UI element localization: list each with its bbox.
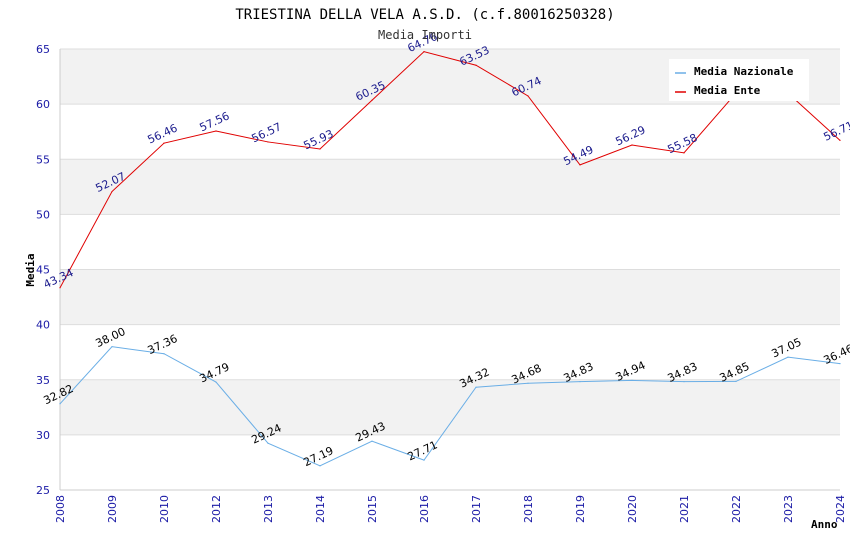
- data-point: [735, 380, 737, 383]
- data-point: [111, 190, 113, 193]
- data-label: 56.71: [821, 119, 850, 144]
- data-point: [475, 386, 477, 388]
- band-55: [60, 159, 840, 215]
- data-point: [163, 142, 165, 144]
- data-point: [787, 356, 789, 358]
- series-line-1: [59, 51, 841, 289]
- y-tick-label: 60: [36, 98, 50, 111]
- x-tick-label: 2021: [678, 495, 691, 523]
- data-point: [423, 459, 425, 461]
- data-point: [267, 141, 269, 143]
- legend: Media Nazionale Media Ente: [669, 59, 809, 101]
- band-45: [60, 269, 840, 325]
- data-point: [527, 382, 529, 384]
- data-label: 56.29: [613, 123, 647, 148]
- y-tick-label: 45: [36, 264, 50, 277]
- data-point: [215, 381, 217, 383]
- data-label: 38.00: [93, 325, 127, 350]
- data-point: [371, 99, 373, 101]
- x-axis-label: Anno: [811, 518, 838, 531]
- x-tick-label: 2015: [366, 495, 379, 523]
- y-tick-label: 50: [36, 208, 50, 221]
- data-point: [839, 363, 841, 365]
- series-line-0: [59, 346, 841, 467]
- chart-subtitle: Media Importi: [378, 28, 472, 42]
- data-point: [319, 465, 321, 467]
- axes: [59, 49, 840, 491]
- x-tick-label: 2019: [574, 495, 587, 523]
- x-tick-label: 2010: [158, 495, 171, 523]
- x-tick-label: 2022: [730, 495, 743, 523]
- data-point: [371, 440, 373, 442]
- x-tick-label: 2016: [418, 495, 431, 523]
- x-tick-labels: 2008 2009 2010 2012 2013 2014 2015 2016 2017 2018…: [54, 495, 847, 523]
- data-point: [163, 353, 165, 355]
- data-point: [423, 51, 425, 53]
- y-tick-label: 40: [36, 319, 50, 332]
- data-label: 56.46: [145, 121, 179, 146]
- chart-title: TRIESTINA DELLA VELA A.S.D. (c.f.8001625…: [235, 7, 614, 23]
- series-lines: [59, 51, 841, 467]
- x-tick-label: 2023: [782, 495, 795, 523]
- x-tick-label: 2012: [210, 495, 223, 523]
- x-tick-label: 2018: [522, 495, 535, 523]
- data-point: [267, 442, 269, 444]
- data-point: [839, 139, 841, 141]
- y-tick-label: 35: [36, 374, 50, 387]
- x-tick-label: 2024: [834, 495, 847, 523]
- y-axis-label: Media: [24, 253, 37, 286]
- x-tick-label: 2009: [106, 495, 119, 523]
- legend-label-media-nazionale: Media Nazionale: [694, 65, 794, 78]
- data-point: [475, 64, 477, 66]
- x-tick-label: 2017: [470, 495, 483, 523]
- y-tick-label: 65: [36, 43, 50, 56]
- y-tick-labels: 25 30 35 40 45 50 55 60 65: [36, 43, 50, 497]
- data-label: 37.05: [769, 335, 803, 360]
- y-tick-label: 25: [36, 484, 50, 497]
- data-point: [59, 403, 61, 405]
- data-point: [579, 164, 581, 166]
- data-point: [215, 130, 217, 132]
- data-point: [111, 346, 113, 348]
- data-point: [527, 95, 529, 97]
- x-tick-label: 2008: [54, 495, 67, 523]
- data-point: [631, 144, 633, 146]
- data-point: [579, 381, 581, 383]
- data-label: 57.56: [197, 109, 231, 134]
- data-point: [59, 287, 61, 289]
- x-tick-label: 2013: [262, 495, 275, 523]
- y-tick-label: 30: [36, 429, 50, 442]
- band-35: [60, 379, 840, 435]
- data-point: [683, 152, 685, 154]
- x-tick-label: 2014: [314, 495, 327, 523]
- x-tick-label: 2020: [626, 495, 639, 523]
- data-point: [683, 381, 685, 383]
- legend-label-media-ente: Media Ente: [694, 84, 761, 97]
- y-tick-label: 55: [36, 153, 50, 166]
- data-point: [319, 148, 321, 150]
- legend-box: [669, 59, 809, 101]
- data-point: [631, 379, 633, 382]
